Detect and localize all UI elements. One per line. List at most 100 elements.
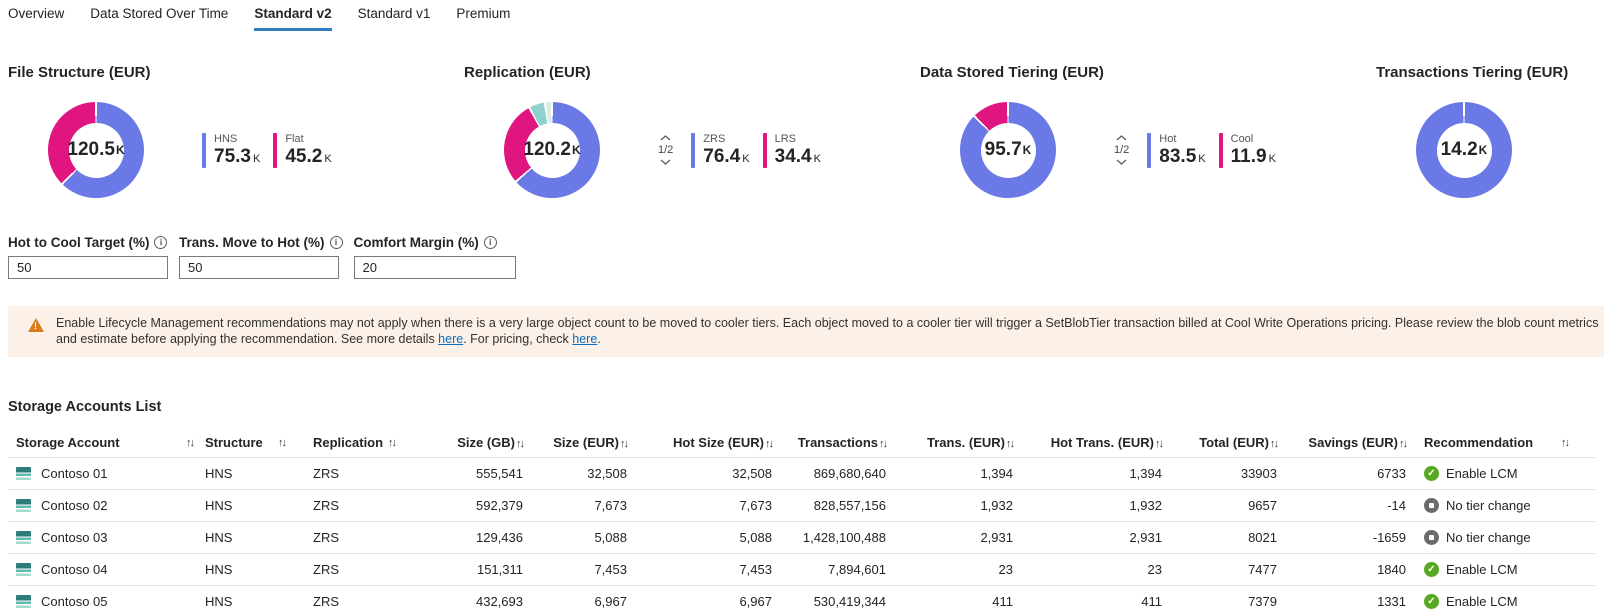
pricing-link[interactable]: here	[572, 332, 598, 346]
check-circle-icon: ✓	[1424, 465, 1439, 481]
param-label: Comfort Margin (%)	[353, 235, 479, 250]
no-change-icon	[1424, 529, 1439, 545]
cell-value: 1,394	[980, 465, 1013, 481]
sort-icon[interactable]: ↑↓	[765, 438, 774, 451]
col-replication[interactable]: Replication	[313, 435, 384, 451]
table-row[interactable]: Contoso 03 HNS ZRS 129,436 5,088 5,088 1,428,1…	[8, 521, 1596, 553]
cell-value: 1,932	[1129, 497, 1162, 513]
sort-icon[interactable]: ↑↓	[278, 436, 287, 449]
comfort-margin-input[interactable]	[353, 256, 516, 279]
storage-account-name: Contoso 01	[41, 465, 108, 481]
col-hot-trans-eur[interactable]: Hot Trans. (EUR)	[1050, 435, 1154, 451]
donut-chart[interactable]: 95.7 K	[960, 102, 1056, 198]
table-row[interactable]: Contoso 05 HNS ZRS 432,693 6,967 6,967 530,419…	[8, 585, 1596, 615]
cell-value: HNS	[205, 497, 233, 513]
table-row[interactable]: Contoso 02 HNS ZRS 592,379 7,673 7,673 828,557…	[8, 489, 1596, 521]
cell-value: 6,967	[739, 593, 772, 609]
cell-value: 1,932	[980, 497, 1013, 513]
donut-chart[interactable]: 120.5 K	[48, 102, 144, 198]
param-hot-to-cool-target: Hot to Cool Target (%) i	[8, 235, 168, 279]
cell-value: 432,693	[476, 593, 523, 609]
col-recommendation[interactable]: Recommendation	[1424, 435, 1534, 451]
chevron-down-icon[interactable]	[660, 159, 671, 165]
cell-value: 7,894,601	[828, 561, 886, 577]
storage-account-name: Contoso 05	[41, 593, 108, 609]
donut-center-value: 14.2 K	[1440, 139, 1488, 160]
donut-chart[interactable]: 120.2 K	[504, 102, 600, 198]
hot-to-cool-target-input[interactable]	[8, 256, 168, 279]
info-icon[interactable]: i	[483, 236, 497, 249]
col-structure[interactable]: Structure	[205, 435, 263, 451]
chart-title: Data Stored Tiering (EUR)	[920, 64, 1104, 81]
tab-standard-v1[interactable]: Standard v1	[357, 6, 431, 21]
table-row[interactable]: Contoso 01 HNS ZRS 555,541 32,508 32,508 869,6…	[8, 457, 1596, 489]
cell-value: ZRS	[313, 529, 339, 545]
check-circle-icon: ✓	[1424, 561, 1439, 577]
info-icon[interactable]: i	[329, 236, 343, 249]
storage-account-name: Contoso 04	[41, 561, 108, 577]
trans-move-to-hot-input[interactable]	[179, 256, 339, 279]
sort-icon[interactable]: ↑↓	[620, 438, 629, 451]
cell-value: 7,453	[739, 561, 772, 577]
cell-value: 869,680,640	[813, 465, 886, 481]
sort-icon[interactable]: ↑↓	[1006, 438, 1015, 451]
legend-swatch	[1218, 132, 1223, 168]
cell-value: -1659	[1372, 529, 1406, 545]
storage-account-icon	[16, 466, 31, 480]
info-icon[interactable]: i	[154, 236, 168, 249]
col-savings-eur[interactable]: Savings (EUR)	[1308, 435, 1398, 451]
legend-item: LRS 34.4 K	[762, 132, 821, 168]
param-label: Trans. Move to Hot (%)	[179, 235, 325, 250]
cell-value: HNS	[205, 561, 233, 577]
col-size-gb[interactable]: Size (GB)	[457, 435, 515, 451]
cell-value: 411	[1141, 593, 1162, 609]
sort-icon[interactable]: ↑↓	[388, 436, 397, 449]
legend-label: HNS	[214, 132, 238, 145]
tab-overview[interactable]: Overview	[8, 6, 65, 21]
sort-icon[interactable]: ↑↓	[516, 438, 525, 451]
cell-value: ZRS	[313, 497, 339, 513]
chevron-up-icon[interactable]	[1116, 135, 1127, 141]
storage-account-name: Contoso 02	[41, 497, 108, 513]
cell-value: 23	[998, 561, 1013, 577]
cell-value: -14	[1387, 497, 1406, 513]
legend-pager: 1/2	[658, 135, 673, 165]
cell-value: 8021	[1248, 529, 1277, 545]
sort-icon[interactable]: ↑↓	[1155, 438, 1164, 451]
col-hot-size-eur[interactable]: Hot Size (EUR)	[673, 435, 764, 451]
details-link[interactable]: here	[438, 332, 464, 346]
cell-value: HNS	[205, 593, 233, 609]
tab-premium[interactable]: Premium	[456, 6, 511, 21]
recommendation-label: Enable LCM	[1446, 465, 1518, 481]
table-row[interactable]: Contoso 04 HNS ZRS 151,311 7,453 7,453 7,894,6…	[8, 553, 1596, 585]
cell-value: 411	[992, 593, 1013, 609]
tab-data-stored-over-time[interactable]: Data Stored Over Time	[90, 6, 229, 21]
col-storage-account[interactable]: Storage Account	[16, 435, 120, 451]
legend-item: HNS 75.3 K	[202, 132, 260, 168]
col-trans-eur[interactable]: Trans. (EUR)	[926, 435, 1005, 451]
donut-chart[interactable]: 14.2 K	[1416, 102, 1512, 198]
storage-account-icon	[16, 562, 31, 576]
no-change-icon	[1424, 497, 1439, 513]
storage-account-name: Contoso 03	[41, 529, 108, 545]
storage-accounts-table: Storage Account ↑↓ Structure ↑↓ Replicatio…	[8, 429, 1596, 615]
sort-icon[interactable]: ↑↓	[186, 436, 195, 449]
sort-icon[interactable]: ↑↓	[1561, 436, 1570, 449]
legend-page-indicator: 1/2	[658, 144, 674, 156]
param-trans-move-to-hot: Trans. Move to Hot (%) i	[179, 235, 343, 279]
cell-value: 7,673	[594, 497, 627, 513]
cell-value: 9657	[1248, 497, 1277, 513]
cell-value: 2,931	[1129, 529, 1162, 545]
col-total-eur[interactable]: Total (EUR)	[1199, 435, 1269, 451]
chevron-up-icon[interactable]	[660, 135, 671, 141]
tab-standard-v2[interactable]: Standard v2	[254, 6, 332, 31]
col-transactions[interactable]: Transactions	[797, 435, 878, 451]
storage-table-body: Contoso 01 HNS ZRS 555,541 32,508 32,508 869,6…	[8, 457, 1596, 615]
chart-file-structure: File Structure (EUR) 120.5 K HNS 75.3 K F	[0, 64, 456, 198]
sort-icon[interactable]: ↑↓	[879, 438, 888, 451]
sort-icon[interactable]: ↑↓	[1270, 438, 1279, 451]
chart-legend: 1/2 Hot 83.5 K Cool 11.9 K	[1114, 132, 1276, 168]
sort-icon[interactable]: ↑↓	[1399, 438, 1408, 451]
col-size-eur[interactable]: Size (EUR)	[553, 435, 619, 451]
chevron-down-icon[interactable]	[1116, 159, 1127, 165]
